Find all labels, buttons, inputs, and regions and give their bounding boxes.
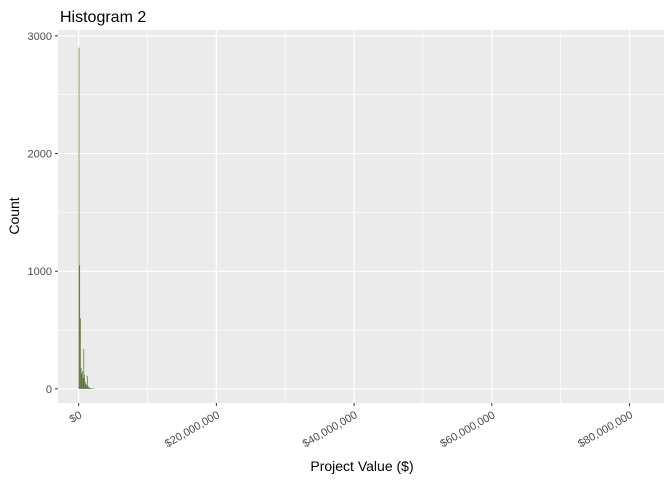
y-axis: 0 1000 2000 3000 — [28, 31, 58, 396]
histogram-bar — [89, 387, 91, 389]
x-tick-label: $80,000,000 — [576, 409, 635, 450]
histogram-bar — [82, 378, 84, 389]
y-axis-title: Count — [6, 197, 22, 234]
histogram-bar — [78, 47, 80, 389]
histogram-bar — [84, 374, 85, 389]
histogram-bar — [86, 385, 87, 389]
histogram-bar — [83, 348, 85, 389]
x-axis-title: Project Value ($) — [310, 458, 413, 474]
histogram-bar — [79, 265, 81, 389]
histogram-bar — [86, 375, 88, 389]
y-tick-label: 1000 — [28, 266, 52, 278]
y-tick-label: 2000 — [28, 149, 52, 161]
histogram-bar — [90, 388, 92, 389]
histogram-bar — [80, 367, 82, 389]
histogram-bar — [91, 388, 92, 389]
y-tick-label: 3000 — [28, 31, 52, 43]
histogram-bars — [78, 47, 96, 389]
x-tick-label: $40,000,000 — [301, 409, 360, 450]
histogram-bar — [80, 318, 81, 389]
histogram-bar — [85, 384, 87, 389]
histogram-bar — [84, 381, 86, 389]
minor-gridlines — [58, 30, 664, 403]
chart-title: Histogram 2 — [60, 9, 146, 26]
x-axis: $0 $20,000,000 $40,000,000 $60,000,000 $80,0… — [68, 403, 635, 450]
histogram-bar — [88, 387, 90, 389]
x-tick-label: $0 — [68, 409, 85, 426]
histogram-bar — [87, 385, 89, 389]
histogram-bar — [88, 387, 89, 389]
histogram-bar — [81, 373, 83, 389]
histogram-bar — [82, 371, 83, 389]
plot-panel — [58, 30, 664, 403]
y-tick-label: 0 — [46, 384, 52, 396]
x-tick-label: $20,000,000 — [163, 409, 222, 450]
x-tick-label: $60,000,000 — [438, 409, 497, 450]
